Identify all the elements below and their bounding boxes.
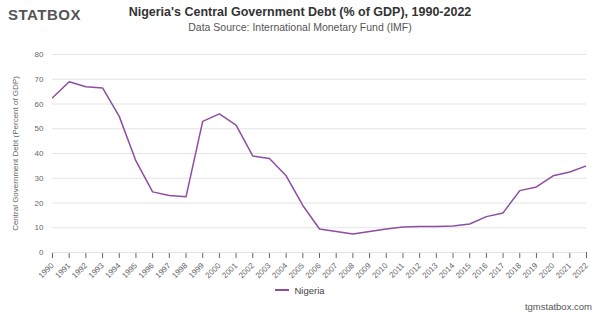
svg-text:2005: 2005: [287, 261, 306, 280]
svg-text:2013: 2013: [421, 261, 440, 280]
svg-text:2002: 2002: [237, 261, 256, 280]
html-text:Data Source: International Mon: Data Source: International Monetary Fund…: [188, 21, 412, 33]
svg-text:2011: 2011: [388, 261, 407, 280]
html-text:tgmstatbox.com: tgmstatbox.com: [524, 301, 592, 312]
svg-text:2014: 2014: [437, 261, 456, 280]
svg-text:2018: 2018: [504, 261, 523, 280]
svg-text:2010: 2010: [371, 261, 390, 280]
svg-text:1997: 1997: [154, 261, 173, 280]
svg-text:40: 40: [35, 149, 44, 158]
svg-text:2022: 2022: [571, 261, 590, 280]
svg-text:30: 30: [35, 174, 44, 183]
svg-text:1995: 1995: [120, 261, 139, 280]
svg-text:2020: 2020: [537, 261, 556, 280]
svg-text:2017: 2017: [487, 261, 506, 280]
svg-text:2003: 2003: [254, 261, 273, 280]
svg-text:2021: 2021: [554, 261, 573, 280]
svg-text:50: 50: [35, 124, 44, 133]
svg-text:2019: 2019: [521, 261, 540, 280]
svg-text:0: 0: [39, 248, 44, 257]
svg-text:2001: 2001: [220, 261, 239, 280]
svg-text:1998: 1998: [170, 261, 189, 280]
svg-text:1990: 1990: [37, 261, 56, 280]
svg-text:1993: 1993: [87, 261, 106, 280]
svg-text:2008: 2008: [337, 261, 356, 280]
svg-text:70: 70: [35, 75, 44, 84]
svg-text:60: 60: [35, 100, 44, 109]
svg-text:2009: 2009: [354, 261, 373, 280]
svg-text:10: 10: [35, 223, 44, 232]
svg-text:2007: 2007: [320, 261, 339, 280]
svg-text:1991: 1991: [53, 261, 72, 280]
svg-text:1992: 1992: [70, 261, 89, 280]
svg-text:Central Government Debt (Perce: Central Government Debt (Percent of GDP): [11, 76, 20, 231]
svg-text:2006: 2006: [304, 261, 323, 280]
svg-text:2004: 2004: [270, 261, 289, 280]
html-text:STATBOX: STATBOX: [8, 6, 81, 23]
svg-text:2012: 2012: [404, 261, 423, 280]
svg-text:2000: 2000: [204, 261, 223, 280]
svg-text:20: 20: [35, 199, 44, 208]
svg-text:2015: 2015: [454, 261, 473, 280]
svg-text:1994: 1994: [104, 261, 123, 280]
html-text:Nigeria's Central Government D: Nigeria's Central Government Debt (% of …: [128, 5, 472, 19]
svg-text:1999: 1999: [187, 261, 206, 280]
svg-text:2016: 2016: [471, 261, 490, 280]
svg-text:1996: 1996: [137, 261, 156, 280]
svg-text:80: 80: [35, 50, 44, 59]
html-text:Nigeria: Nigeria: [294, 284, 325, 296]
